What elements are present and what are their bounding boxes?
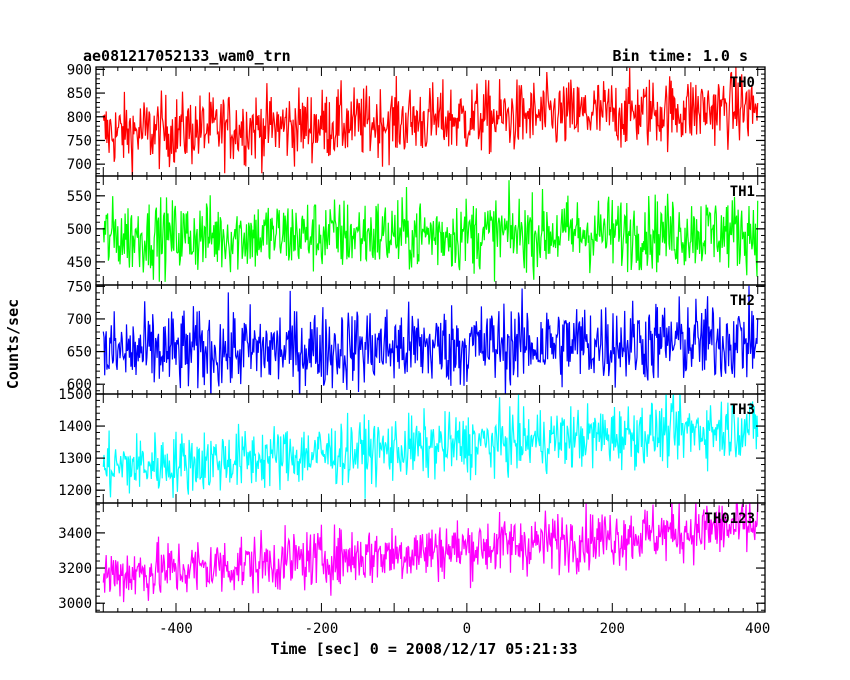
- y-tick-label: 3400: [58, 526, 92, 542]
- x-tick-label: 400: [745, 621, 770, 637]
- x-tick-label: -400: [159, 621, 193, 637]
- y-tick-label: 450: [67, 255, 92, 271]
- panel-th3: 1200 1300 1400 1500 TH3: [58, 387, 766, 504]
- y-tick-label: 1400: [58, 419, 92, 435]
- panel-label: TH1: [730, 184, 755, 200]
- x-tick-label: 200: [600, 621, 625, 637]
- series-line-th3: [102, 394, 759, 499]
- y-tick-label: 3000: [58, 596, 92, 612]
- x-tick-label: 0: [463, 621, 471, 637]
- panel-th0: 700 750 800 850 900 TH0: [67, 62, 766, 177]
- y-tick-label: 500: [67, 222, 92, 238]
- series-line-th2: [102, 285, 759, 394]
- panel-label: TH0: [730, 75, 755, 91]
- y-tick-label: 800: [67, 110, 92, 126]
- panel-label: TH0123: [704, 511, 755, 527]
- y-tick-label: 750: [67, 133, 92, 149]
- y-tick-label: 1300: [58, 451, 92, 467]
- y-tick-label: 550: [67, 189, 92, 205]
- x-tick-labels: -400 -200 0 200 400: [159, 621, 770, 637]
- panel-th1: 450 500 550 TH1: [67, 175, 766, 286]
- y-tick-label: 600: [67, 377, 92, 393]
- x-axis-label: Time [sec] 0 = 2008/12/17 05:21:33: [270, 640, 577, 658]
- y-tick-label: 700: [67, 312, 92, 328]
- y-tick-label: 700: [67, 157, 92, 173]
- bin-time-label: Bin time: 1.0 s: [613, 47, 748, 65]
- series-line-th0: [102, 67, 759, 176]
- series-line-th0123: [102, 503, 759, 603]
- y-tick-label: 900: [67, 62, 92, 78]
- y-tick-label: 850: [67, 86, 92, 102]
- chart-title: ae081217052133_wam0_trn: [83, 47, 291, 65]
- y-tick-label: 750: [67, 279, 92, 295]
- series-line-th1: [102, 180, 759, 282]
- x-tick-label: -200: [305, 621, 339, 637]
- y-axis-label: Counts/sec: [4, 299, 22, 389]
- panel-frame: [95, 502, 766, 613]
- y-tick-label: 1200: [58, 483, 92, 499]
- y-tick-label: 1500: [58, 387, 92, 403]
- panel-label: TH2: [730, 293, 755, 309]
- panel-th0123: 3000 3200 3400 TH0123: [58, 502, 766, 613]
- y-tick-label: 650: [67, 345, 92, 361]
- panel-frame: [95, 393, 766, 504]
- panel-label: TH3: [730, 402, 755, 418]
- panel-th2: 600 650 700 750 TH2: [67, 279, 766, 395]
- y-tick-label: 3200: [58, 561, 92, 577]
